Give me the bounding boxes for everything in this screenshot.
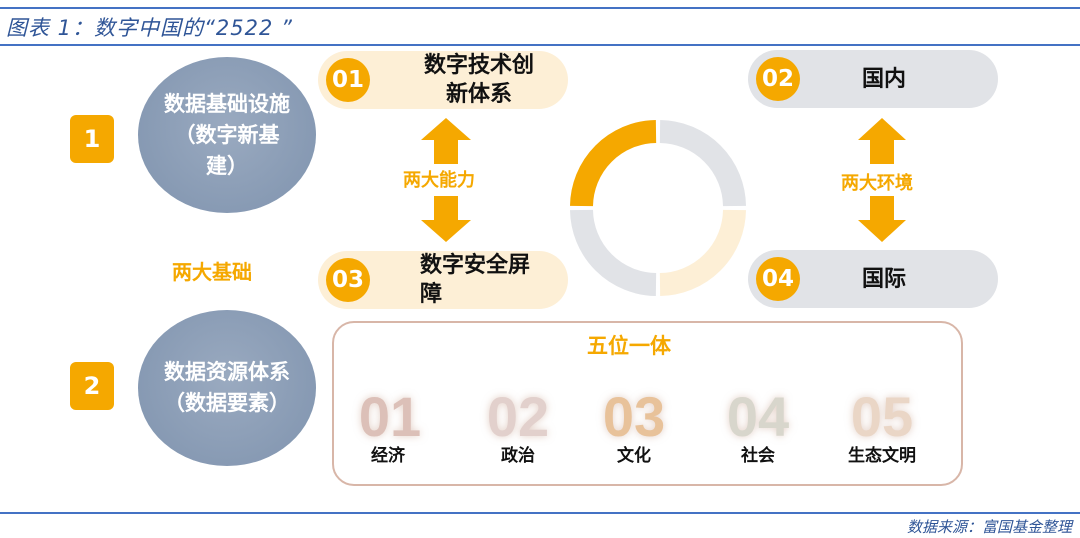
five-item-number: 03 <box>602 385 666 448</box>
foundation-circle-1: 数据基础设施（数字新基建） <box>138 57 316 213</box>
environments-label: 两大环境 <box>841 173 913 194</box>
capability-pill-03: 03 数字安全屏障 <box>318 251 568 309</box>
figure-title: 图表 1：数字中国的“2522 ” <box>6 16 293 40</box>
five-in-one-label: 五位一体 <box>587 334 671 358</box>
five-item-label: 政治 <box>501 446 535 466</box>
foundations-label: 两大基础 <box>172 260 252 284</box>
donut-segment-bottom-right <box>659 209 746 296</box>
environment-pill-04: 04 国际 <box>748 250 998 308</box>
five-item-label: 经济 <box>371 446 405 466</box>
arrow-down-icon <box>421 196 471 242</box>
five-item-number: 04 <box>726 385 790 448</box>
number-badge: 04 <box>756 257 800 301</box>
arrow-down-icon <box>858 196 906 242</box>
donut-segment-top-right <box>659 120 746 207</box>
pill-text: 国内 <box>861 66 906 92</box>
five-item-label: 生态文明 <box>848 446 916 466</box>
number-badge: 02 <box>756 57 800 101</box>
donut-segment-top-left <box>570 120 657 207</box>
five-item-number: 01 <box>358 385 422 448</box>
number-badge: 03 <box>326 258 370 302</box>
bottom-rule <box>0 512 1080 514</box>
donut-ring <box>570 120 746 296</box>
number-badge: 01 <box>326 58 370 102</box>
title-rule <box>0 44 1080 46</box>
pill-text: 数字安全屏障 <box>420 253 531 307</box>
five-item-number: 05 <box>850 385 914 448</box>
five-item-label: 文化 <box>617 446 651 466</box>
arrow-up-icon <box>858 118 906 164</box>
capability-pill-01: 01 数字技术创新体系 <box>318 51 568 109</box>
environment-pill-02: 02 国内 <box>748 50 998 108</box>
five-item-label: 社会 <box>741 446 775 466</box>
pill-text: 数字技术创新体系 <box>423 53 534 107</box>
five-item-number: 02 <box>486 385 550 448</box>
source-note: 数据来源：富国基金整理 <box>906 518 1072 536</box>
capabilities-label: 两大能力 <box>403 170 475 191</box>
top-rule <box>0 7 1080 9</box>
arrow-up-icon <box>421 118 471 164</box>
donut-segment-bottom-left <box>570 209 657 296</box>
five-in-one-box <box>332 321 963 486</box>
pill-text: 国际 <box>861 266 906 292</box>
foundation-badge-1: 1 <box>70 115 114 163</box>
foundation-circle-2: 数据资源体系（数据要素） <box>138 310 316 466</box>
foundation-badge-2: 2 <box>70 362 114 410</box>
